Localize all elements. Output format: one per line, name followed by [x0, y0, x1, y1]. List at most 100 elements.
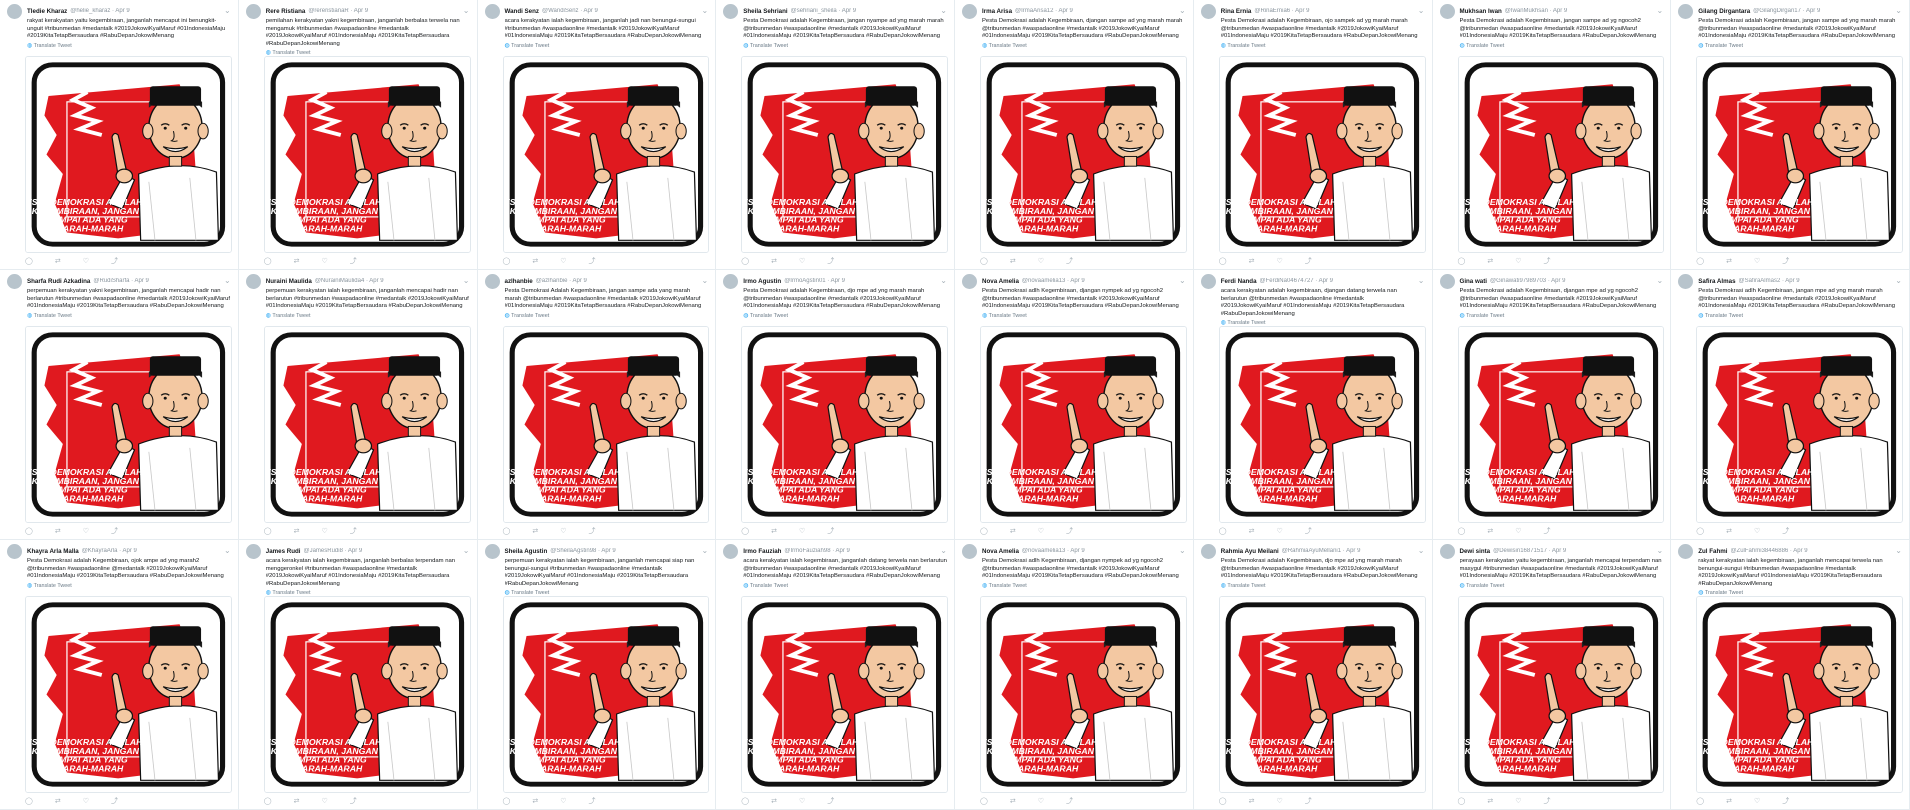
chevron-down-icon[interactable]: ⌄ — [701, 6, 709, 15]
retweet-icon[interactable]: ⇄ — [293, 258, 300, 265]
like-icon[interactable]: ♡ — [1037, 798, 1044, 805]
share-icon[interactable]: ⤴ — [827, 258, 835, 265]
reply-icon[interactable]: ◯ — [1696, 258, 1705, 265]
retweet-icon[interactable]: ⇄ — [532, 258, 539, 265]
tweet-image[interactable]: PESTA DEMOKRASI ADALAH KEGEMBIRAAN, JANG… — [502, 326, 710, 523]
reply-icon[interactable]: ◯ — [1218, 258, 1227, 265]
share-icon[interactable]: ⤴ — [111, 258, 118, 265]
tweet-image[interactable]: PESTA DEMOKRASI ADALAH KEGEMBIRAAN, JANG… — [263, 56, 471, 253]
author-name[interactable]: Irma Arisa — [982, 7, 1013, 15]
tweet-image[interactable]: PESTA DEMOKRASI ADALAH KEGEMBIRAAN, JANG… — [1218, 56, 1426, 253]
reply-icon[interactable]: ◯ — [25, 258, 33, 265]
author-name[interactable]: Rina Ernia — [1220, 7, 1252, 15]
share-icon[interactable]: ⤴ — [588, 798, 596, 805]
like-icon[interactable]: ♡ — [798, 528, 806, 535]
tweet-card[interactable]: Irmo Agustin @IrmoAgstin01 · Apr 9 ⌄ Pes… — [716, 270, 955, 540]
tweet-card[interactable]: Sheila Sehriani @sehriani_sheila · Apr 9… — [716, 0, 955, 270]
avatar[interactable] — [7, 543, 22, 559]
reply-icon[interactable]: ◯ — [1457, 798, 1466, 805]
tweet-card[interactable]: Nuraini Maulida @NurainiMaulida4 · Apr 9… — [238, 270, 478, 540]
avatar[interactable] — [1678, 273, 1694, 289]
share-icon[interactable]: ⤴ — [349, 528, 357, 535]
tweet-image[interactable]: PESTA DEMOKRASI ADALAH KEGEMBIRAAN, JANG… — [741, 596, 948, 793]
author-name[interactable]: Dewi sinta — [1459, 547, 1491, 555]
reply-icon[interactable]: ◯ — [1218, 798, 1227, 805]
author-name[interactable]: Safira Almas — [1698, 277, 1736, 285]
author-name[interactable]: Khayra Arla Malla — [27, 547, 79, 555]
retweet-icon[interactable]: ⇄ — [1248, 798, 1255, 805]
author-name[interactable]: Rahmia Ayu Meilani — [1220, 547, 1279, 555]
tweet-card[interactable]: Rahmia Ayu Meilani @RahmiaAyuMellani1 · … — [1193, 540, 1433, 810]
avatar[interactable] — [1439, 3, 1455, 19]
translate-tweet-link[interactable]: ◍ Translate Tweet — [27, 312, 231, 319]
author-name[interactable]: Mukhsan Iwan — [1459, 7, 1502, 15]
reply-icon[interactable]: ◯ — [741, 528, 750, 535]
reply-icon[interactable]: ◯ — [263, 528, 272, 535]
avatar[interactable] — [1439, 273, 1455, 289]
tweet-image[interactable]: PESTA DEMOKRASI ADALAH KEGEMBIRAAN, JANG… — [263, 326, 471, 523]
chevron-down-icon[interactable]: ⌄ — [224, 546, 231, 555]
retweet-icon[interactable]: ⇄ — [1009, 798, 1016, 805]
reply-icon[interactable]: ◯ — [980, 798, 988, 805]
like-icon[interactable]: ♡ — [1276, 528, 1283, 535]
translate-tweet-link[interactable]: ◍ Translate Tweet — [505, 312, 709, 319]
tweet-card[interactable]: Irma Arisa @IrmaArisa12 · Apr 9 ⌄ Pesta … — [955, 0, 1194, 270]
share-icon[interactable]: ⤴ — [1066, 798, 1073, 805]
retweet-icon[interactable]: ⇄ — [1248, 258, 1255, 265]
share-icon[interactable]: ⤴ — [827, 798, 835, 805]
tweet-image[interactable]: PESTA DEMOKRASI ADALAH KEGEMBIRAAN, JANG… — [1218, 596, 1426, 793]
reply-icon[interactable]: ◯ — [741, 258, 750, 265]
share-icon[interactable]: ⤴ — [827, 528, 835, 535]
like-icon[interactable]: ♡ — [321, 798, 328, 805]
like-icon[interactable]: ♡ — [798, 258, 806, 265]
tweet-image[interactable]: PESTA DEMOKRASI ADALAH KEGEMBIRAAN, JANG… — [1696, 56, 1903, 253]
retweet-icon[interactable]: ⇄ — [1487, 798, 1494, 805]
author-name[interactable]: Tledie Kharaz — [27, 7, 68, 15]
retweet-icon[interactable]: ⇄ — [771, 798, 777, 805]
tweet-card[interactable]: Gina wati @Ginawati97989703 · Apr 9 ⌄ Pe… — [1432, 270, 1672, 540]
translate-tweet-link[interactable]: ◍ Translate Tweet — [1460, 312, 1664, 319]
chevron-down-icon[interactable]: ⌄ — [940, 276, 947, 285]
chevron-down-icon[interactable]: ⌄ — [462, 276, 470, 285]
avatar[interactable] — [723, 543, 739, 559]
chevron-down-icon[interactable]: ⌄ — [1417, 276, 1425, 285]
tweet-image[interactable]: PESTA DEMOKRASI ADALAH KEGEMBIRAAN, JANG… — [1457, 326, 1665, 523]
translate-tweet-link[interactable]: ◍ Translate Tweet — [743, 312, 947, 319]
author-name[interactable]: Gina wati — [1459, 277, 1488, 285]
author-name[interactable]: Nova Amelia — [982, 547, 1019, 555]
share-icon[interactable]: ⤴ — [1066, 528, 1073, 535]
translate-tweet-link[interactable]: ◍ Translate Tweet — [743, 582, 947, 589]
reply-icon[interactable]: ◯ — [502, 798, 511, 805]
reply-icon[interactable]: ◯ — [263, 798, 272, 805]
tweet-card[interactable]: Dewi sinta @Dewisin16871517 · Apr 9 ⌄ pe… — [1432, 540, 1672, 810]
tweet-image[interactable]: PESTA DEMOKRASI ADALAH KEGEMBIRAAN, JANG… — [263, 596, 471, 793]
translate-tweet-link[interactable]: ◍ Translate Tweet — [1460, 42, 1664, 49]
share-icon[interactable]: ⤴ — [1782, 258, 1790, 265]
chevron-down-icon[interactable]: ⌄ — [224, 6, 231, 15]
author-name[interactable]: Ferdi Nanda — [1220, 277, 1257, 285]
avatar[interactable] — [245, 543, 261, 559]
avatar[interactable] — [962, 3, 977, 19]
retweet-icon[interactable]: ⇄ — [1726, 798, 1732, 805]
chevron-down-icon[interactable]: ⌄ — [224, 276, 231, 285]
translate-tweet-link[interactable]: ◍ Translate Tweet — [982, 582, 1186, 589]
like-icon[interactable]: ♡ — [1515, 528, 1522, 535]
tweet-image[interactable]: PESTA DEMOKRASI ADALAH KEGEMBIRAAN, JANG… — [1457, 596, 1665, 793]
tweet-card[interactable]: Safira Almas @SafiraAlmas2 · Apr 9 ⌄ Pes… — [1671, 270, 1910, 540]
retweet-icon[interactable]: ⇄ — [1009, 528, 1016, 535]
translate-tweet-link[interactable]: ◍ Translate Tweet — [1698, 312, 1902, 319]
reply-icon[interactable]: ◯ — [1696, 528, 1705, 535]
tweet-image[interactable]: PESTA DEMOKRASI ADALAH KEGEMBIRAAN, JANG… — [1218, 326, 1426, 523]
like-icon[interactable]: ♡ — [560, 798, 567, 805]
author-name[interactable]: Gilang Dirgantara — [1698, 7, 1751, 15]
chevron-down-icon[interactable]: ⌄ — [1895, 6, 1902, 15]
avatar[interactable] — [723, 273, 739, 289]
avatar[interactable] — [1200, 273, 1216, 289]
tweet-image[interactable]: PESTA DEMOKRASI ADALAH KEGEMBIRAAN, JANG… — [741, 56, 948, 253]
share-icon[interactable]: ⤴ — [111, 798, 118, 805]
like-icon[interactable]: ♡ — [321, 258, 328, 265]
share-icon[interactable]: ⤴ — [1782, 798, 1790, 805]
tweet-image[interactable]: PESTA DEMOKRASI ADALAH KEGEMBIRAAN, JANG… — [1696, 326, 1903, 523]
share-icon[interactable]: ⤴ — [1782, 528, 1790, 535]
chevron-down-icon[interactable]: ⌄ — [1656, 276, 1664, 285]
